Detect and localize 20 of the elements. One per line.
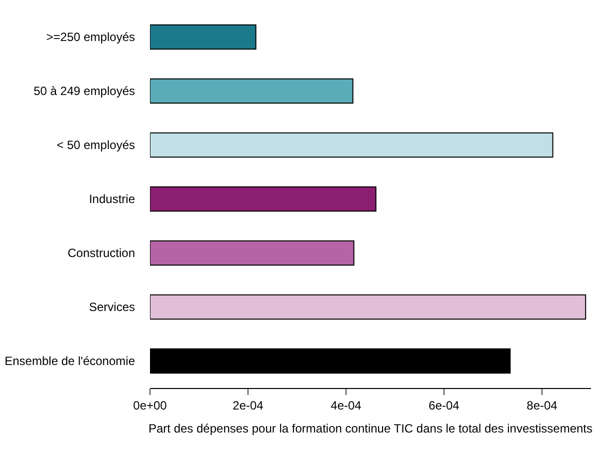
- bar: [150, 78, 354, 104]
- x-tick-label: 8e-04: [526, 398, 558, 412]
- bar: [150, 294, 586, 320]
- x-tick-label: 2e-04: [232, 398, 264, 412]
- y-tick-label: < 50 employés: [56, 138, 135, 152]
- x-tick-label: 0e+00: [133, 398, 168, 412]
- bar: [150, 348, 511, 374]
- y-tick-label: Industrie: [88, 192, 136, 206]
- bar: [150, 240, 354, 266]
- bar: [150, 186, 376, 212]
- x-tick-label: 6e-04: [428, 398, 460, 412]
- y-tick-label: Construction: [68, 246, 135, 260]
- y-tick-label: >=250 employés: [46, 30, 135, 44]
- x-tick-label: 4e-04: [330, 398, 362, 412]
- x-axis-title: Part des dépenses pour la formation continue TIC dans le total des investissements: [148, 421, 593, 436]
- bar: [150, 132, 554, 158]
- y-tick-label: 50 à 249 employés: [34, 84, 135, 98]
- bar: [150, 24, 256, 50]
- y-tick-label: Ensemble de l'économie: [4, 354, 136, 368]
- y-tick-label: Services: [88, 300, 135, 314]
